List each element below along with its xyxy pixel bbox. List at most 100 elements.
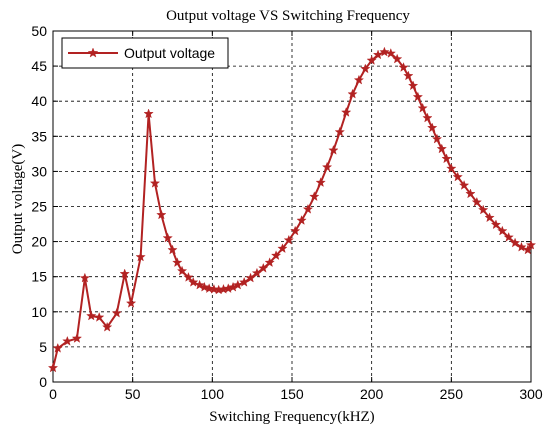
data-point [360, 63, 371, 74]
data-point [431, 133, 443, 144]
data-point [385, 48, 396, 58]
y-tick-label: 30 [31, 163, 47, 179]
x-tick-label: 200 [360, 386, 384, 402]
data-point [167, 244, 178, 255]
data-point [341, 107, 352, 117]
data-point [328, 144, 339, 155]
data-point [422, 112, 433, 123]
data-point [251, 267, 263, 278]
data-point [176, 265, 188, 276]
data-point [79, 272, 90, 283]
data-point [398, 62, 409, 72]
data-point [503, 232, 514, 242]
data-point [47, 362, 59, 373]
data-point [471, 196, 482, 207]
y-tick-label: 40 [31, 93, 47, 109]
y-tick-label: 15 [31, 269, 47, 285]
data-point [484, 212, 495, 223]
data-point [516, 241, 527, 252]
legend: Output voltage [61, 37, 229, 69]
data-point [478, 204, 489, 215]
data-point [441, 153, 452, 164]
data-point [309, 191, 320, 202]
x-tick-label: 100 [201, 386, 225, 402]
data-point [239, 276, 250, 287]
data-point [188, 276, 199, 287]
y-axis-label: Output voltage(V) [10, 144, 26, 254]
data-point [347, 88, 358, 99]
data-point [436, 143, 447, 154]
data-point [296, 215, 307, 225]
x-tick-label: 300 [519, 386, 543, 402]
data-point [162, 232, 173, 243]
data-point [94, 312, 105, 322]
data-point [199, 281, 210, 292]
data-point [490, 219, 502, 230]
data-point [183, 272, 194, 282]
data-point [277, 243, 288, 253]
y-tick-label: 25 [31, 199, 47, 215]
data-point [232, 279, 243, 290]
data-point [497, 225, 508, 236]
data-point [143, 108, 154, 119]
data-point [353, 74, 365, 85]
data-point [446, 163, 457, 173]
y-tick-label: 0 [39, 374, 47, 390]
y-tick-label: 50 [31, 23, 47, 39]
data-point [86, 310, 97, 321]
legend-star-marker [87, 47, 99, 58]
data-point [125, 298, 137, 308]
data-point [302, 203, 314, 214]
data-point [392, 53, 403, 64]
y-tick-label: 20 [31, 234, 47, 250]
x-tick-label: 250 [440, 386, 464, 402]
chart-title: Output voltage VS Switching Frequency [166, 8, 410, 24]
y-tick-label: 5 [39, 339, 47, 355]
data-point [509, 237, 521, 248]
data-point [525, 239, 537, 250]
data-point [290, 225, 301, 236]
data-point [264, 257, 275, 268]
data-point [315, 177, 326, 187]
data-point [417, 102, 428, 113]
data-point [379, 46, 390, 57]
data-point [465, 188, 476, 199]
data-point [321, 161, 333, 172]
series-layer [47, 46, 537, 373]
gridlines [53, 31, 531, 382]
x-tick-label: 50 [125, 386, 141, 402]
legend-label: Output voltage [124, 45, 215, 61]
data-point [372, 49, 384, 60]
y-tick-label: 10 [31, 304, 47, 320]
data-point [245, 272, 256, 283]
legend-marker [87, 47, 99, 58]
data-point [172, 257, 183, 268]
data-point [403, 70, 414, 81]
axes [52, 30, 532, 383]
data-point [412, 91, 423, 102]
y-tick-label: 35 [31, 128, 47, 144]
data-point [135, 251, 146, 262]
y-tick-label: 45 [31, 58, 47, 74]
data-point [407, 80, 419, 91]
data-point [71, 333, 83, 343]
data-point [62, 335, 73, 346]
x-axis-label: Switching Frequency(kHZ) [209, 409, 374, 425]
data-point [270, 250, 282, 260]
data-point [208, 283, 220, 294]
data-point [427, 122, 438, 133]
data-point [149, 177, 161, 188]
x-tick-label: 150 [280, 386, 304, 402]
data-point [522, 244, 533, 255]
tick-labels: 0 50 100 150 200 250 300 0 5 10 15 20 25 30 35 40 45 50 [31, 23, 542, 402]
data-point [458, 180, 470, 190]
x-tick-label: 0 [49, 386, 57, 402]
data-point [194, 279, 205, 290]
data-point [52, 342, 63, 353]
data-point [334, 126, 345, 137]
data-point [204, 283, 215, 293]
data-point [156, 209, 167, 220]
data-point [111, 307, 122, 318]
data-point [119, 268, 130, 279]
